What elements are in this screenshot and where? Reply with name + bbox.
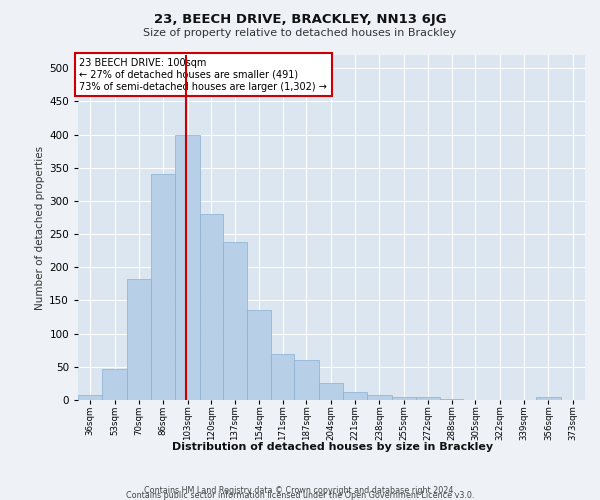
Bar (271, 354, 294, 400)
Bar (223, 242, 247, 400)
Bar (103, 370, 127, 400)
Bar (343, 392, 367, 400)
Y-axis label: Number of detached properties: Number of detached properties (35, 146, 45, 310)
Bar (416, 398, 440, 400)
Text: Contains HM Land Registry data © Crown copyright and database right 2024.: Contains HM Land Registry data © Crown c… (144, 486, 456, 495)
Text: Contains public sector information licensed under the Open Government Licence v3: Contains public sector information licen… (126, 491, 474, 500)
Bar (78, 394, 103, 400)
Bar (175, 134, 200, 400)
Bar (367, 394, 392, 400)
Text: Size of property relative to detached houses in Brackley: Size of property relative to detached ho… (143, 28, 457, 38)
Bar (319, 384, 343, 400)
Bar (536, 396, 560, 400)
Bar (127, 278, 151, 400)
Text: 23, BEECH DRIVE, BRACKLEY, NN13 6JG: 23, BEECH DRIVE, BRACKLEY, NN13 6JG (154, 12, 446, 26)
Bar (247, 310, 271, 400)
Text: Distribution of detached houses by size in Brackley: Distribution of detached houses by size … (172, 442, 494, 452)
Bar (392, 396, 416, 400)
Bar (294, 360, 319, 400)
Bar (200, 214, 223, 400)
Text: 23 BEECH DRIVE: 100sqm
← 27% of detached houses are smaller (491)
73% of semi-de: 23 BEECH DRIVE: 100sqm ← 27% of detached… (79, 58, 328, 92)
Bar (151, 174, 175, 400)
Bar (440, 398, 463, 400)
